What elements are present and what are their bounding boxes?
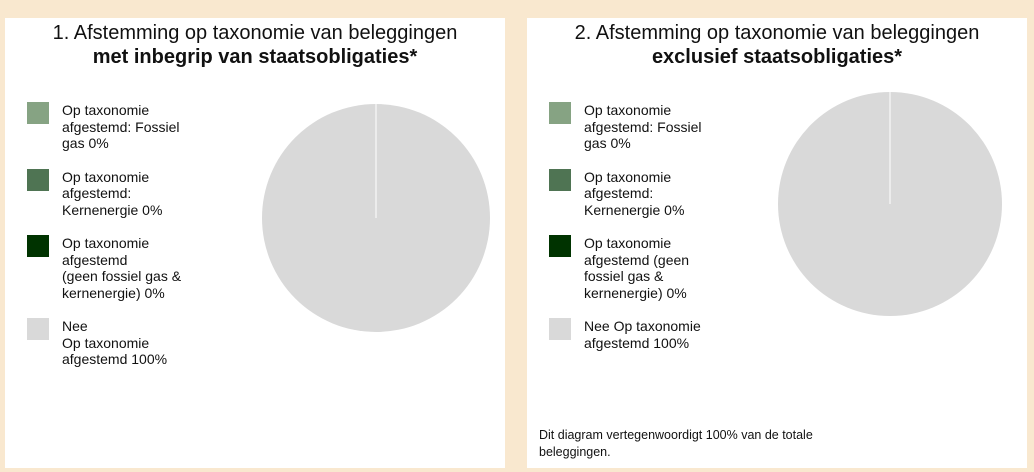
legend-label: Nee Op taxonomie afgestemd 100% [584, 318, 701, 351]
legend-item: Op taxonomie afgestemd: Kernenergie 0% [549, 168, 712, 219]
legend: Op taxonomie afgestemd: Fossiel gas 0% Op… [27, 102, 200, 385]
legend-label: Op taxonomie afgestemd: Fossiel gas 0% [584, 102, 702, 151]
legend-swatch [549, 235, 571, 257]
legend-label: Op taxonomie afgestemd: Fossiel gas 0% [62, 102, 180, 151]
legend-item: Nee Op taxonomie afgestemd 100% [549, 318, 712, 351]
legend-item: Op taxonomie afgestemd (geen fossiel gas… [549, 235, 712, 301]
chart-panel: 1. Afstemming op taxonomie van belegging… [5, 18, 505, 468]
legend-label: Op taxonomie afgestemd (geen fossiel gas… [62, 235, 182, 301]
pie [778, 92, 1002, 316]
chart-panel: 2. Afstemming op taxonomie van belegging… [527, 18, 1027, 468]
legend-item: Op taxonomie afgestemd: Fossiel gas 0% [549, 102, 712, 152]
legend-swatch [27, 235, 49, 257]
legend-item: Nee Op taxonomie afgestemd 100% [27, 318, 200, 368]
legend-label: Op taxonomie afgestemd (geen fossiel gas… [584, 235, 690, 301]
legend-swatch [27, 102, 49, 124]
chart-title: 1. Afstemming op taxonomie van belegging… [52, 22, 458, 44]
legend-label: Op taxonomie afgestemd: Kernenergie 0% [62, 168, 163, 218]
chart-subtitle: exclusief staatsobligaties* [651, 46, 903, 68]
legend-item: Op taxonomie afgestemd (geen fossiel gas… [27, 235, 200, 301]
legend-swatch [549, 168, 571, 191]
chart-subtitle: met inbegrip van staatsobligaties* [92, 46, 418, 68]
legend-label: Op taxonomie afgestemd: Kernenergie 0% [584, 168, 685, 218]
legend-swatch [549, 318, 571, 340]
legend-swatch [27, 168, 49, 191]
legend-swatch [549, 102, 571, 124]
chart-title: 2. Afstemming op taxonomie van belegging… [574, 22, 980, 44]
legend-item: Op taxonomie afgestemd: Kernenergie 0% [27, 168, 200, 219]
legend-swatch [27, 318, 49, 340]
footnote: Dit diagram vertegenwoordigt 100% van de… [539, 428, 813, 459]
legend: Op taxonomie afgestemd: Fossiel gas 0% Op… [549, 102, 712, 368]
legend-label: Nee Op taxonomie afgestemd 100% [62, 318, 168, 367]
legend-item: Op taxonomie afgestemd: Fossiel gas 0% [27, 102, 200, 152]
pie [262, 104, 490, 332]
